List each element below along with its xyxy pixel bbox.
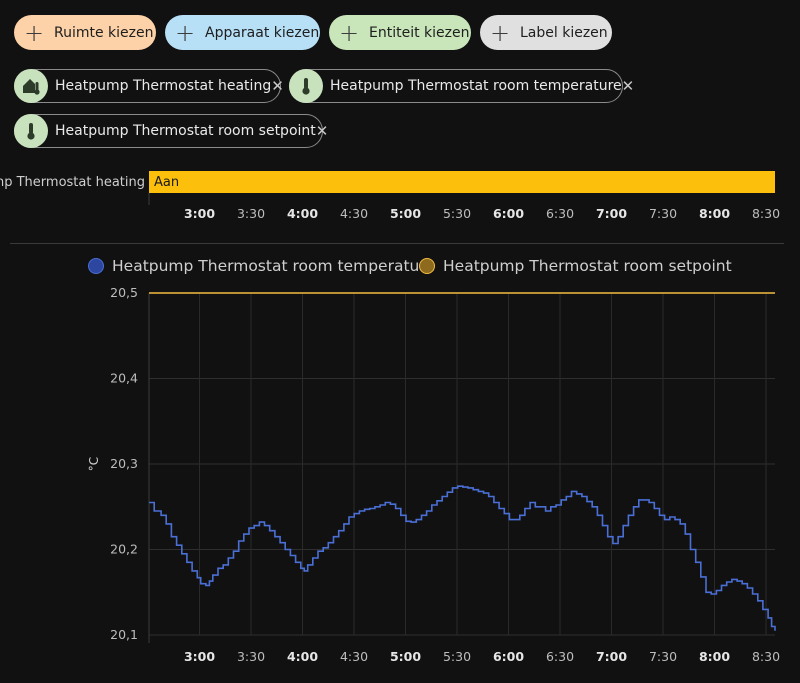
area-picker-label: Ruimte kiezen <box>54 24 154 41</box>
y-tick-label: 20,1 <box>110 627 138 642</box>
label-picker-button[interactable]: + Label kiezen <box>480 15 612 50</box>
x-tick-label: 7:30 <box>649 649 677 664</box>
x-tick-label: 4:30 <box>340 649 368 664</box>
timeline-x-tick-label: 3:30 <box>237 206 265 221</box>
device-picker-label: Apparaat kiezen <box>205 24 320 41</box>
y-tick-label: 20,5 <box>110 285 138 300</box>
timeline-x-tick-label: 6:30 <box>546 206 574 221</box>
x-tick-label: 4:00 <box>287 649 318 664</box>
x-tick-label: 5:30 <box>443 649 471 664</box>
room-temperature-line[interactable] <box>149 485 776 631</box>
timeline-row-label: np Thermostat heating <box>0 175 145 190</box>
legend-swatch <box>88 258 104 274</box>
entity-picker-label: Entiteit kiezen <box>369 24 470 41</box>
plus-icon: + <box>24 18 45 47</box>
entity-chip-room-temperature[interactable]: Heatpump Thermostat room temperature ✕ <box>289 69 634 103</box>
timeline-x-tick-label: 3:00 <box>184 206 215 221</box>
entity-chip-heating[interactable]: Heatpump Thermostat heating ✕ <box>14 69 284 103</box>
legend-label: Heatpump Thermostat room setpoint <box>443 257 732 275</box>
timeline-x-tick-label: 5:30 <box>443 206 471 221</box>
timeline-chart: np Thermostat heating Aan 3:00 3:30 4:00 4:… <box>0 171 780 221</box>
x-tick-label: 7:00 <box>596 649 627 664</box>
entity-picker-button[interactable]: + Entiteit kiezen <box>329 15 471 50</box>
close-icon[interactable]: ✕ <box>621 77 635 95</box>
timeline-x-tick-label: 4:30 <box>340 206 368 221</box>
chip-label: Heatpump Thermostat room setpoint <box>55 123 316 139</box>
x-tick-label: 3:00 <box>184 649 215 664</box>
timeline-x-tick-label: 8:30 <box>752 206 780 221</box>
x-tick-label: 8:00 <box>699 649 730 664</box>
timeline-x-tick-label: 6:00 <box>493 206 524 221</box>
timeline-x-tick-label: 7:00 <box>596 206 627 221</box>
timeline-x-tick-label: 7:30 <box>649 206 677 221</box>
chip-label: Heatpump Thermostat room temperature <box>330 78 622 94</box>
legend-room-setpoint[interactable]: Heatpump Thermostat room setpoint <box>419 256 732 276</box>
temperature-line-chart: 20,1 20,2 20,3 20,4 20,5 3:00 3:30 4:00 4:30 5:0… <box>87 285 780 664</box>
timeline-x-tick-label: 5:00 <box>390 206 421 221</box>
device-picker-button[interactable]: + Apparaat kiezen <box>165 15 320 50</box>
legend-room-temperature[interactable]: Heatpump Thermostat room temperature <box>88 256 435 276</box>
timeline-state-bar[interactable] <box>149 171 775 193</box>
area-picker-button[interactable]: + Ruimte kiezen <box>14 15 156 50</box>
section-divider <box>10 243 784 244</box>
plus-icon: + <box>339 18 360 47</box>
close-icon[interactable]: ✕ <box>271 77 284 95</box>
timeline-x-tick-label: 4:00 <box>287 206 318 221</box>
timeline-state-label: Aan <box>154 175 179 190</box>
plus-icon: + <box>490 18 511 47</box>
x-tick-label: 5:00 <box>390 649 421 664</box>
x-tick-label: 6:30 <box>546 649 574 664</box>
plus-icon: + <box>175 18 196 47</box>
y-axis-label: °C <box>87 457 101 471</box>
timeline-x-tick-label: 8:00 <box>699 206 730 221</box>
thermometer-icon <box>14 114 48 148</box>
legend-label: Heatpump Thermostat room temperature <box>112 257 435 275</box>
close-icon[interactable]: ✕ <box>315 122 329 140</box>
chip-label: Heatpump Thermostat heating <box>55 78 272 94</box>
y-tick-label: 20,4 <box>110 371 138 386</box>
y-tick-label: 20,3 <box>110 456 138 471</box>
entity-chip-room-setpoint[interactable]: Heatpump Thermostat room setpoint ✕ <box>14 114 328 148</box>
label-picker-label: Label kiezen <box>520 24 608 41</box>
x-tick-label: 8:30 <box>752 649 780 664</box>
home-thermometer-icon <box>14 69 48 103</box>
legend-swatch <box>419 258 435 274</box>
thermometer-icon <box>289 69 323 103</box>
x-tick-label: 3:30 <box>237 649 265 664</box>
y-tick-label: 20,2 <box>110 542 138 557</box>
x-tick-label: 6:00 <box>493 649 524 664</box>
